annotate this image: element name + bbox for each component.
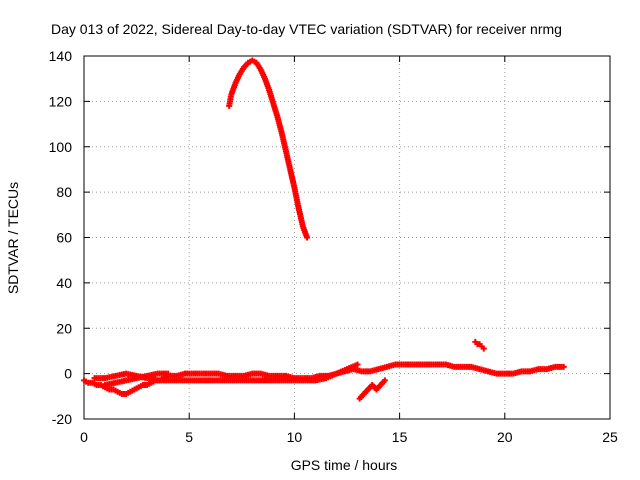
x-tick-label: 0 [80, 429, 88, 445]
series-3 [91, 361, 361, 384]
y-tick-label: 120 [49, 93, 73, 109]
series-5 [472, 338, 487, 352]
series-4 [356, 377, 388, 402]
data-point [480, 345, 487, 352]
x-tick-label: 25 [602, 429, 618, 445]
y-tick-label: 100 [49, 139, 73, 155]
x-tick-label: 10 [287, 429, 303, 445]
y-tick-label: 140 [49, 48, 73, 64]
series-0 [226, 57, 311, 241]
x-tick-label: 15 [392, 429, 408, 445]
plot-frame [83, 55, 611, 420]
y-axis-label: SDTVAR / TECUs [5, 182, 21, 294]
series-2 [102, 370, 172, 388]
y-tick-label: 60 [56, 230, 72, 246]
chart-title: Day 013 of 2022, Sidereal Day-to-day VTE… [51, 21, 562, 37]
y-tick-label: 40 [56, 275, 72, 291]
x-axis-label: GPS time / hours [291, 457, 398, 473]
axis-ticks: 0 5 10 15 20 25 -20 0 20 40 60 80 100 120 140 [49, 48, 618, 445]
data-points [81, 57, 567, 402]
data-point [304, 234, 311, 241]
data-point [381, 377, 388, 384]
x-tick-label: 5 [185, 429, 193, 445]
x-tick-label: 20 [497, 429, 513, 445]
data-point [354, 361, 361, 368]
y-tick-label: -20 [52, 411, 72, 427]
y-tick-label: 0 [64, 366, 72, 382]
data-point [560, 363, 567, 370]
y-tick-label: 20 [56, 320, 72, 336]
y-tick-label: 80 [56, 184, 72, 200]
grid-lines [84, 56, 610, 419]
data-point [165, 370, 172, 377]
